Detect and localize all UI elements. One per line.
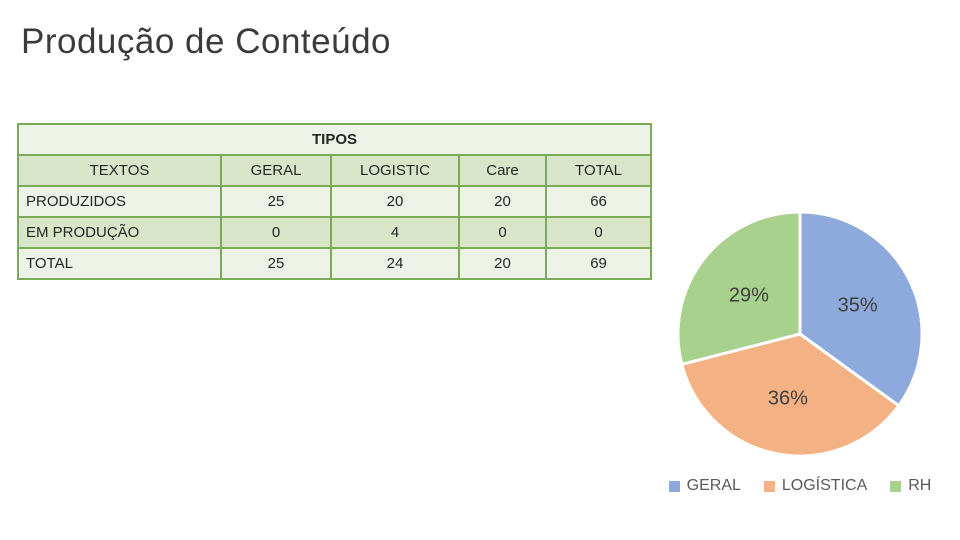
table-row-em-producao: EM PRODUÇÃO 0 4 0 0 [17, 216, 653, 249]
content-table: TIPOS TEXTOS GERAL LOGISTIC Care TOTAL PRODU… [16, 123, 653, 280]
column-header-textos: TEXTOS [17, 154, 222, 187]
table-header-row: TEXTOS GERAL LOGISTIC Care TOTAL [17, 154, 653, 187]
table-cell: 0 [458, 216, 547, 249]
pie-data-label-logistica: 36% [768, 388, 808, 410]
table-title-row: TIPOS [16, 123, 653, 156]
legend-swatch-icon [763, 480, 775, 492]
row-label: TOTAL [17, 247, 222, 280]
legend-item-logistica: LOGÍSTICA [763, 477, 868, 495]
table-cell: 69 [544, 247, 653, 280]
table-row-produzidos: PRODUZIDOS 25 20 20 66 [17, 185, 653, 218]
table-cell: 25 [220, 247, 332, 280]
legend-item-geral: GERAL [668, 477, 741, 495]
row-label: PRODUZIDOS [17, 185, 222, 218]
table-cell: 4 [330, 216, 460, 249]
table-cell: 0 [544, 216, 653, 249]
table-cell: 66 [544, 185, 653, 218]
column-header-logistic: LOGISTIC [330, 154, 460, 187]
table-cell: 20 [458, 247, 547, 280]
chart-legend: GERAL LOGÍSTICA RH [650, 475, 950, 497]
column-header-geral: GERAL [220, 154, 332, 187]
table-title-cell: TIPOS [16, 123, 653, 156]
column-header-total: TOTAL [544, 154, 653, 187]
row-label: EM PRODUÇÃO [17, 216, 222, 249]
legend-swatch-icon [890, 480, 902, 492]
pie-data-label-geral: 35% [838, 295, 878, 317]
slide-title: Produção de Conteúdo [21, 22, 391, 61]
pie-slice-rh [676, 210, 802, 366]
pie-slice-logistica [680, 332, 901, 458]
legend-item-rh: RH [890, 477, 931, 495]
legend-label: GERAL [686, 477, 741, 494]
legend-label: LOGÍSTICA [781, 477, 868, 494]
table-body: PRODUZIDOS 25 20 20 66 EM PRODUÇÃO 0 4 0 0 TOTAL 25… [17, 185, 653, 280]
table-cell: 20 [330, 185, 460, 218]
legend-swatch-icon [668, 480, 680, 492]
table-row-total: TOTAL 25 24 20 69 [17, 247, 653, 280]
pie-chart-area: 35% 36% 29% [675, 209, 925, 459]
table-cell: 24 [330, 247, 460, 280]
pie-data-label-rh: 29% [729, 284, 769, 306]
legend-label: RH [908, 477, 932, 494]
pie-slice-geral [798, 210, 924, 408]
column-header-care: Care [458, 154, 547, 187]
table-cell: 0 [220, 216, 332, 249]
table-cell: 25 [220, 185, 332, 218]
pie-chart: 35% 36% 29% [676, 210, 924, 458]
table-cell: 20 [458, 185, 547, 218]
